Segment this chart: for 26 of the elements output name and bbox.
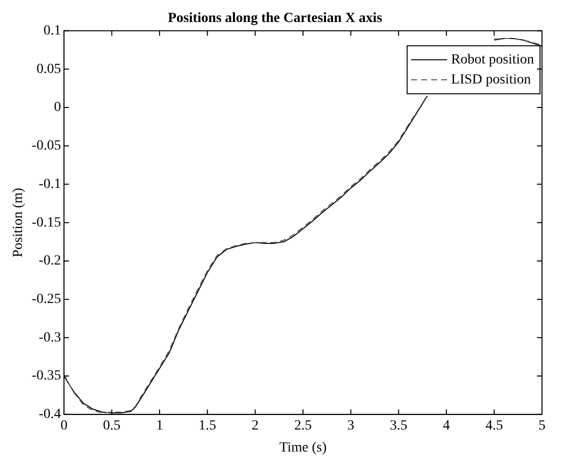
y-tick-label: -0.1 — [38, 176, 61, 192]
x-axis-title: Time (s) — [279, 440, 327, 456]
legend-label: LISD position — [451, 72, 531, 88]
y-tick-label: -0.3 — [38, 330, 61, 346]
x-tick-label: 1 — [156, 418, 164, 434]
y-tick-label: -0.25 — [32, 292, 61, 307]
y-tick-label: 0 — [54, 100, 61, 116]
x-tick-label: 5 — [538, 418, 546, 434]
x-tick-label: 3 — [347, 418, 354, 434]
x-tick-label: 1.5 — [198, 418, 216, 434]
y-tick-label: -0.05 — [32, 138, 61, 154]
y-tick-label: -0.15 — [32, 215, 61, 230]
y-axis-title: Position (m) — [11, 187, 26, 258]
x-tick-label: 4.5 — [485, 418, 503, 434]
y-tick-label: 0.1 — [43, 23, 61, 38]
legend-label: Robot position — [451, 52, 534, 68]
y-tick-label: 0.05 — [36, 62, 61, 77]
x-tick-label: 2.5 — [294, 418, 312, 434]
y-tick-label: -0.4 — [38, 407, 61, 422]
x-tick-label: 0.5 — [103, 418, 121, 434]
x-tick-label: 4 — [442, 418, 450, 434]
chart-title: Positions along the Cartesian X axis — [168, 11, 383, 26]
y-tick-label: -0.2 — [38, 254, 61, 269]
x-tick-label: 2 — [252, 418, 259, 434]
x-tick-label: 3.5 — [390, 418, 408, 434]
y-tick-label: -0.35 — [32, 368, 61, 384]
